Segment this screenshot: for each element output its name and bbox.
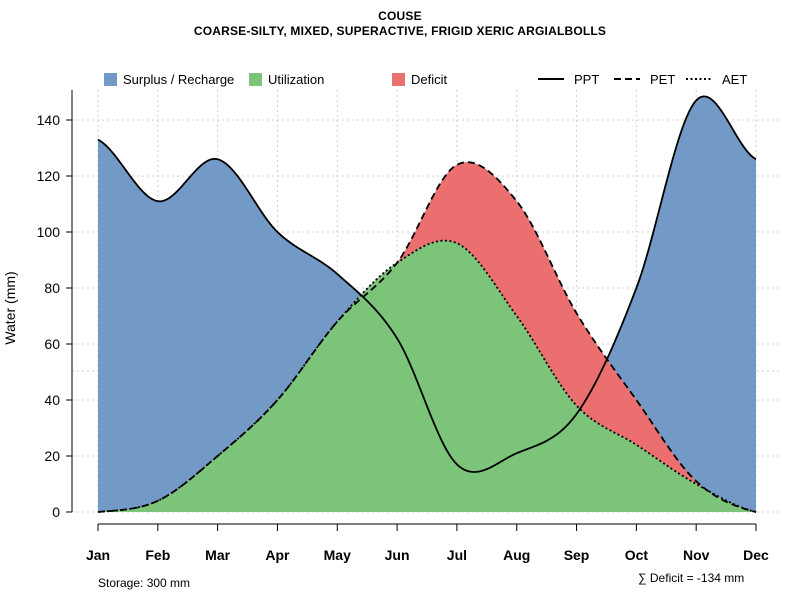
legend-label: AET <box>722 72 747 87</box>
x-tick-label: Nov <box>683 547 710 563</box>
x-tick-label: Aug <box>503 547 530 563</box>
y-tick-label: 20 <box>44 448 60 464</box>
legend-label: PET <box>650 72 675 87</box>
legend-swatch <box>249 73 262 86</box>
y-tick-label: 0 <box>52 504 60 520</box>
x-tick-label: Jun <box>385 547 410 563</box>
deficit-area <box>98 162 756 512</box>
legend-label: PPT <box>574 72 599 87</box>
y-axis: 0 20 40 60 80 100 120 140 Water (mm) <box>2 90 73 520</box>
y-tick-label: 40 <box>44 392 60 408</box>
utilization-area <box>98 240 756 512</box>
y-axis-label: Water (mm) <box>2 271 18 344</box>
x-tick-label: Mar <box>205 547 230 563</box>
x-tick-label: Dec <box>743 547 769 563</box>
x-tick-label: Apr <box>265 547 290 563</box>
x-tick-label: May <box>324 547 351 563</box>
y-tick-label: 80 <box>44 280 60 296</box>
chart-subtitle: COARSE-SILTY, MIXED, SUPERACTIVE, FRIGID… <box>193 24 607 38</box>
storage-annotation: Storage: 300 mm <box>98 576 191 590</box>
x-tick-label: Sep <box>564 547 590 563</box>
legend-swatch <box>392 73 405 86</box>
x-tick-label: Feb <box>145 547 170 563</box>
deficit-annotation: ∑ Deficit = -134 mm <box>638 571 745 585</box>
chart-title: COUSE <box>378 9 422 23</box>
legend-label: Deficit <box>411 72 448 87</box>
y-tick-label: 60 <box>44 336 60 352</box>
y-tick-label: 100 <box>37 224 61 240</box>
y-tick-label: 120 <box>37 168 61 184</box>
ppt-line <box>97 95 757 473</box>
y-tick-label: 140 <box>37 112 61 128</box>
legend: Surplus / Recharge Utilization Deficit PPT P… <box>104 72 747 87</box>
x-axis: Jan Feb Mar Apr May Jun Jul Aug Sep Oct Nov Dec <box>86 523 769 563</box>
x-tick-label: Jul <box>447 547 467 563</box>
x-tick-label: Jan <box>86 547 110 563</box>
pet-line <box>97 161 757 513</box>
legend-label: Surplus / Recharge <box>123 72 234 87</box>
x-tick-label: Oct <box>625 547 649 563</box>
legend-label: Utilization <box>268 72 324 87</box>
legend-swatch <box>104 73 117 86</box>
